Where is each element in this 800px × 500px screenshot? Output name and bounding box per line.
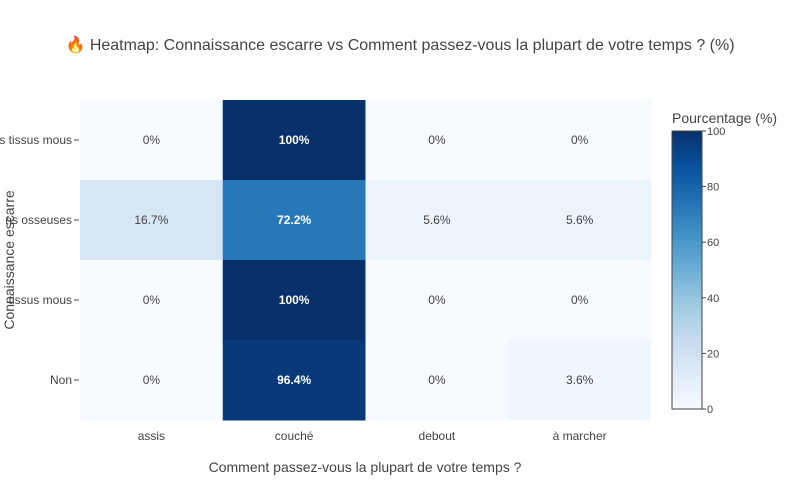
colorbar-tick-label: 80 [707,182,719,194]
heatmap-cell [508,100,652,181]
y-tick-label: Non [50,373,72,387]
heatmap-cell [365,180,509,261]
heatmap-cell [222,340,366,421]
heatmap-cell [365,100,509,181]
colorbar-tick-label: 0 [707,404,713,416]
heatmap-cell [222,180,366,261]
heatmap-cell-label: 100% [279,133,310,147]
x-tick-label: debout [419,429,456,443]
heatmap-cell-label: 5.6% [566,213,594,227]
x-tick-label: couché [275,429,314,443]
heatmap-cell [80,340,224,421]
heatmap-cells [80,100,652,421]
x-tick-label: assis [138,429,165,443]
colorbar-title: Pourcentage (%) [672,110,777,126]
heatmap-cell-label: 16.7% [134,213,168,227]
y-axis-ticks: s tissus mous ns osseuses tissus mous Non [0,133,79,387]
heatmap-cell-label: 0% [428,373,446,387]
colorbar-ticks: 0 20 40 60 80 100 [702,126,725,416]
colorbar-tick-label: 40 [707,293,719,305]
colorbar-gradient [671,130,703,410]
heatmap-cell [508,260,652,341]
heatmap-cell [80,100,224,181]
heatmap-cell-label: 0% [428,133,446,147]
heatmap-cell-label: 96.4% [277,373,311,387]
heatmap-cell-label: 100% [279,293,310,307]
heatmap-cell-label: 72.2% [277,213,311,227]
heatmap-cell [80,260,224,341]
heatmap-cell-label: 5.6% [423,213,451,227]
heatmap-cell-label: 0% [143,373,161,387]
x-tick-label: à marcher [553,429,607,443]
y-axis-title: Connaissance escarre [1,190,17,330]
heatmap-cell [365,260,509,341]
heatmap-cell-label: 0% [571,293,589,307]
colorbar-tick-label: 60 [707,237,719,249]
heatmap-cell [80,180,224,261]
heatmap-cell-label: 3.6% [566,373,594,387]
heatmap-cell-label: 0% [571,133,589,147]
heatmap-cell-labels: 0% 100% 0% 0% 16.7% 72.2% 5.6% 5.6% 0% 100% 0% 0% 0%… [134,133,593,387]
y-tick-label: ns osseuses [5,213,72,227]
heatmap-cell [508,180,652,261]
x-axis-title: Comment passez-vous la plupart de votre … [209,459,522,475]
heatmap-cell [365,340,509,421]
colorbar-tick-label: 100 [707,126,725,138]
x-axis-ticks: assis couché debout à marcher [138,429,607,443]
heatmap-cell-label: 0% [143,293,161,307]
heatmap-cell-label: 0% [428,293,446,307]
heatmap-cell [222,100,366,181]
colorbar: Pourcentage (%) 0 20 40 60 80 100 [671,110,777,416]
y-tick-label: s tissus mous [0,133,72,147]
heatmap-cell [222,260,366,341]
heatmap-cell-label: 0% [143,133,161,147]
colorbar-tick-label: 20 [707,348,719,360]
chart-title: 🔥 Heatmap: Connaissance escarre vs Comme… [65,35,734,54]
y-tick-label: tissus mous [9,293,72,307]
heatmap-cell [508,340,652,421]
